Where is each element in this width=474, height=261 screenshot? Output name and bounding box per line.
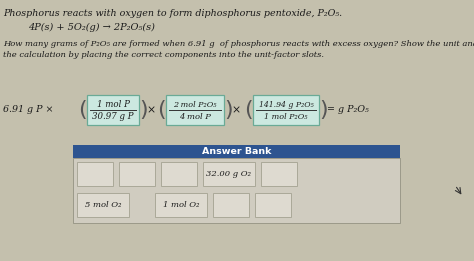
Text: 5 mol O₂: 5 mol O₂ [85, 201, 121, 209]
Text: ): ) [225, 100, 233, 120]
Text: 2 mol P₂O₅: 2 mol P₂O₅ [173, 100, 217, 109]
Bar [253, 95, 319, 125]
Bar [87, 95, 139, 125]
Bar [255, 193, 291, 217]
Text: How many grams of P₂O₅ are formed when 6.91 g  of phosphorus reacts with excess : How many grams of P₂O₅ are formed when 6… [3, 40, 474, 48]
Bar [261, 162, 297, 186]
Text: 1 mol P: 1 mol P [97, 100, 129, 109]
Text: Phosphorus reacts with oxygen to form diphosphorus pentoxide, P₂O₅.: Phosphorus reacts with oxygen to form di… [3, 9, 342, 18]
Text: = g P₂O₅: = g P₂O₅ [327, 105, 369, 115]
Text: ): ) [319, 100, 328, 120]
Text: 141.94 g P₂O₅: 141.94 g P₂O₅ [259, 100, 313, 109]
Text: (: ( [244, 100, 252, 120]
Text: Answer Bank: Answer Bank [202, 147, 271, 156]
Text: 30.97 g P: 30.97 g P [92, 112, 134, 121]
Text: ×: × [231, 105, 241, 115]
Text: 6.91 g P ×: 6.91 g P × [3, 105, 54, 115]
Text: 32.00 g O₂: 32.00 g O₂ [207, 170, 252, 178]
Text: ): ) [140, 100, 148, 120]
Text: the calculation by placing the correct components into the unit-factor slots.: the calculation by placing the correct c… [3, 51, 324, 59]
Text: ×: × [146, 105, 155, 115]
Text: 1 mol O₂: 1 mol O₂ [163, 201, 199, 209]
Text: 4 mol P: 4 mol P [179, 112, 211, 121]
Bar [73, 145, 400, 158]
Bar [203, 162, 255, 186]
Bar [161, 162, 197, 186]
Text: 4P(s) + 5O₂(g) → 2P₂O₅(s): 4P(s) + 5O₂(g) → 2P₂O₅(s) [28, 23, 155, 32]
Text: 1 mol P₂O₅: 1 mol P₂O₅ [264, 112, 308, 121]
Text: (: ( [157, 100, 165, 120]
Bar [213, 193, 249, 217]
Bar [73, 158, 400, 223]
Bar [77, 193, 129, 217]
Bar [119, 162, 155, 186]
Bar [166, 95, 224, 125]
Bar [77, 162, 113, 186]
Bar [155, 193, 207, 217]
Text: (: ( [78, 100, 86, 120]
